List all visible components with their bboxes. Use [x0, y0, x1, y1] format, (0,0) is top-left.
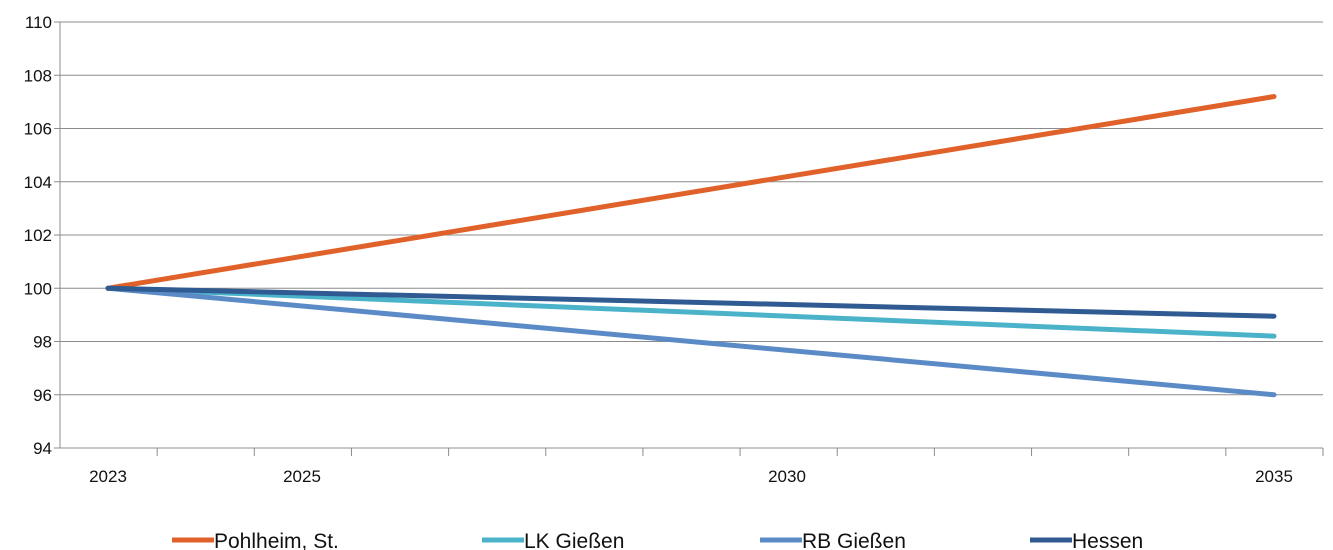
- x-tick-label: 2035: [1255, 467, 1293, 486]
- y-tick-label: 104: [24, 173, 52, 192]
- y-tick-label: 110: [25, 13, 52, 32]
- y-tick-label: 94: [33, 439, 52, 458]
- y-tick-label: 108: [24, 66, 52, 85]
- series-line-3: [105, 285, 1277, 319]
- legend-label: Pohlheim, St.: [214, 530, 339, 550]
- series-line-2: [105, 285, 1277, 398]
- y-axis-ticks: 94 96 98 100 102 104 106 108 110: [24, 13, 60, 458]
- series-line-1: [105, 285, 1277, 339]
- legend: Pohlheim, St. LK Gießen RB Gießen Hessen: [172, 530, 1143, 550]
- x-tick-label: 2025: [283, 467, 321, 486]
- legend-label: RB Gießen: [802, 530, 906, 550]
- y-tick-label: 98: [33, 333, 52, 352]
- legend-label: Hessen: [1072, 530, 1143, 550]
- series-line-0: [105, 94, 1277, 291]
- y-tick-label: 102: [24, 226, 52, 245]
- x-tick-label: 2023: [89, 467, 127, 486]
- y-tick-label: 106: [24, 120, 52, 139]
- legend-label: LK Gießen: [524, 530, 624, 550]
- gridlines: [60, 21, 1323, 396]
- x-axis-ticks: 2023 2025 2030 2035: [89, 448, 1324, 486]
- y-tick-label: 100: [24, 279, 52, 298]
- y-tick-label: 96: [33, 386, 52, 405]
- x-tick-label: 2030: [768, 467, 806, 486]
- series-lines: [105, 94, 1277, 398]
